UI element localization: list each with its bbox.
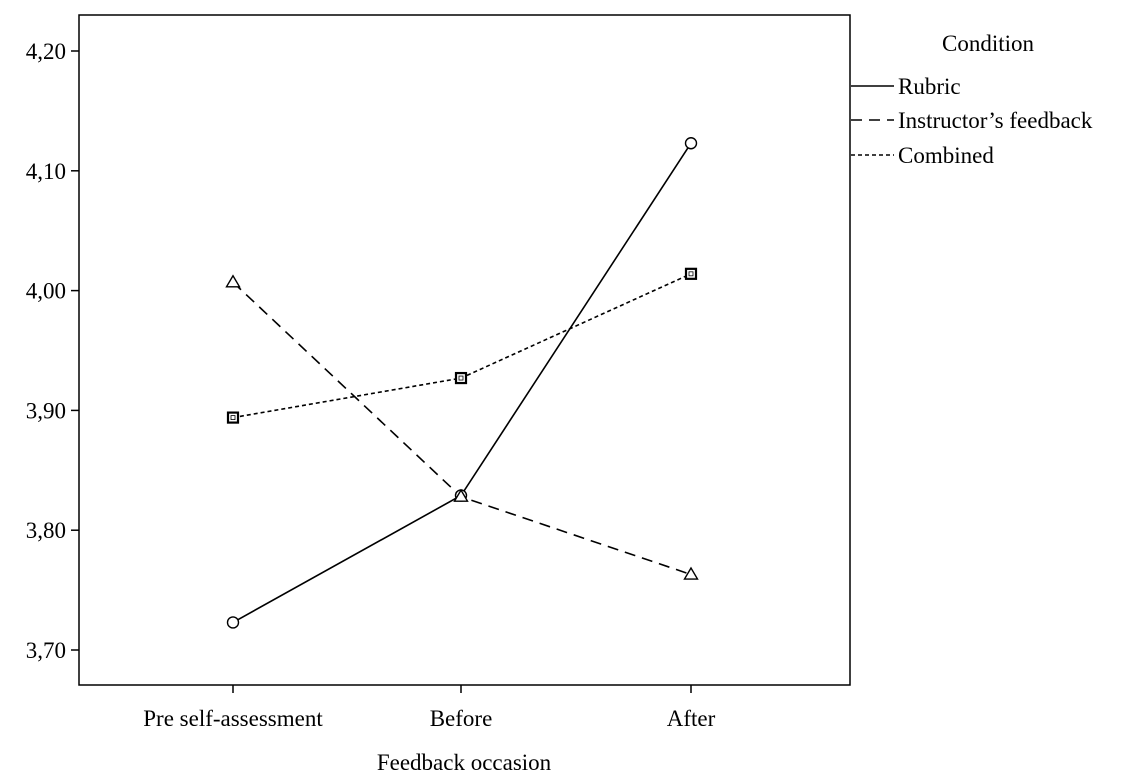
series-markers bbox=[225, 137, 699, 629]
y-tick-label: 4,20 bbox=[26, 39, 66, 64]
x-tick-label: After bbox=[667, 706, 716, 731]
plot-frame bbox=[78, 14, 851, 686]
x-tick-label: Before bbox=[430, 706, 493, 731]
y-tick-label: 4,00 bbox=[26, 279, 66, 304]
y-axis: 3,70 3,80 3,90 4,00 4,10 4,20 bbox=[26, 39, 79, 663]
x-tick-label: Pre self-assessment bbox=[143, 706, 323, 731]
data-point-instructor-s-feedback bbox=[225, 274, 241, 288]
y-tick-label: 3,70 bbox=[26, 638, 66, 663]
data-point-inner-combined bbox=[230, 415, 236, 420]
data-point-inner-combined bbox=[458, 375, 464, 381]
legend: Condition Rubric Instructor’s feedback Com… bbox=[851, 31, 1093, 168]
legend-label-combined: Combined bbox=[898, 143, 994, 168]
legend-label-instructor-s-feedback: Instructor’s feedback bbox=[898, 108, 1093, 133]
data-point-rubric bbox=[684, 137, 698, 150]
data-point-rubric bbox=[226, 616, 240, 629]
x-axis-title: Feedback occasion bbox=[377, 750, 552, 772]
data-point-inner-combined bbox=[688, 271, 694, 277]
y-tick-label: 4,10 bbox=[26, 159, 66, 184]
y-tick-label: 3,90 bbox=[26, 398, 66, 423]
data-point-instructor-s-feedback bbox=[683, 566, 699, 580]
data-point-instructor-s-feedback bbox=[453, 488, 469, 502]
x-axis: Pre self-assessment Before After bbox=[143, 685, 716, 731]
legend-title: Condition bbox=[942, 31, 1035, 56]
y-tick-label: 3,80 bbox=[26, 518, 66, 543]
legend-label-rubric: Rubric bbox=[898, 74, 961, 99]
